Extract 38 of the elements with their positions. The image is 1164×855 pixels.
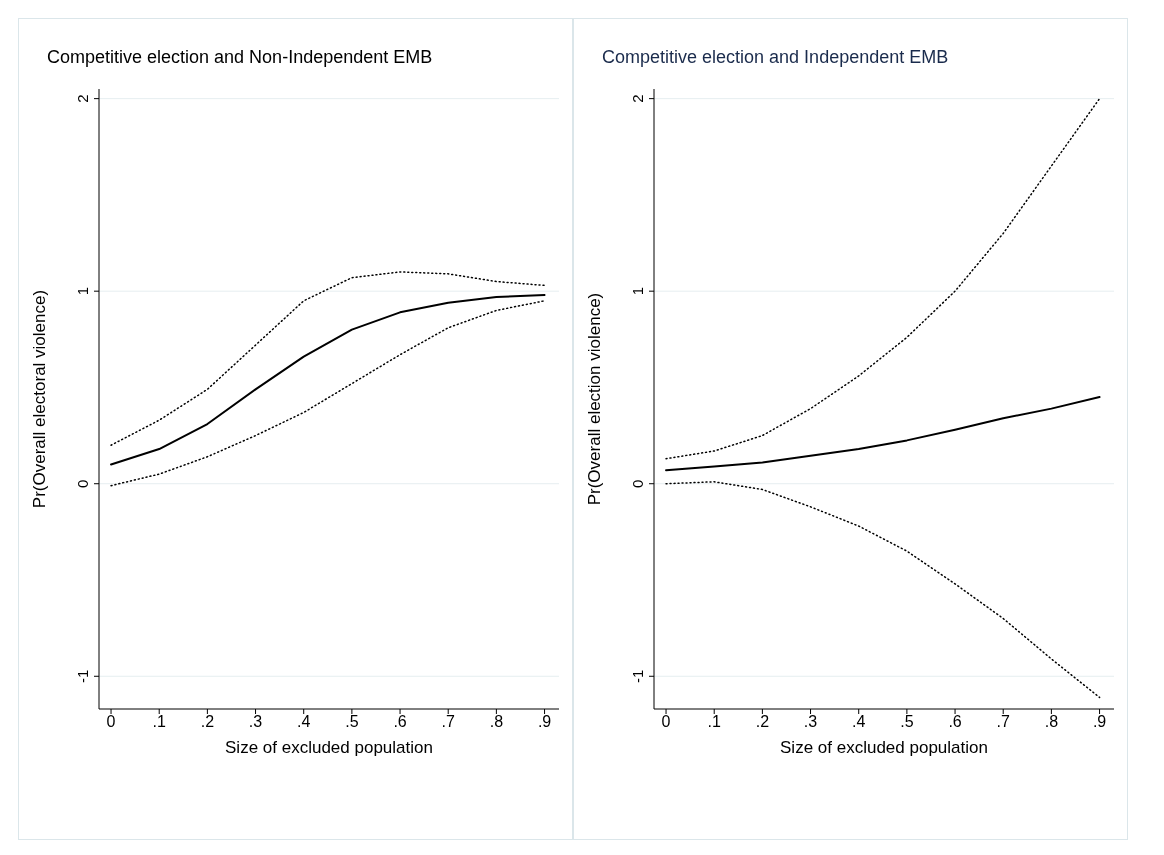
x-tick-label: .7 (996, 713, 1010, 731)
y-axis-title: Pr(Overall election violence) (585, 292, 605, 506)
x-tick-label: .6 (948, 713, 962, 731)
x-tick-label: .2 (755, 713, 770, 731)
x-tick-label: .5 (345, 713, 359, 731)
x-axis-title: Size of excluded population (225, 738, 433, 757)
x-tick-label: .8 (489, 713, 504, 731)
y-tick-label: 2 (629, 94, 646, 103)
x-tick-label: 0 (661, 713, 671, 731)
chart-title: Competitive election and Non-Independent EMB (47, 47, 433, 68)
x-tick-label: .8 (1044, 713, 1059, 731)
y-tick-label: 2 (74, 94, 91, 103)
line-series (665, 396, 1101, 472)
x-tick-label: .6 (393, 713, 407, 731)
y-tick-label: 1 (74, 287, 91, 296)
x-tick-label: .1 (707, 713, 721, 731)
x-tick-label: 0 (106, 713, 116, 731)
x-tick-label: .5 (900, 713, 914, 731)
x-tick-label: .4 (852, 713, 866, 731)
y-tick-label: -1 (629, 669, 646, 683)
x-tick-label: .4 (297, 713, 311, 731)
x-tick-label: .3 (248, 713, 263, 731)
x-axis-title: Size of excluded population (780, 738, 988, 757)
y-tick-label: 1 (629, 287, 646, 296)
x-tick-label: .9 (1092, 713, 1107, 731)
y-tick-label: -1 (74, 669, 91, 683)
x-tick-label: .2 (200, 713, 215, 731)
x-tick-label: .9 (537, 713, 552, 731)
x-tick-label: .1 (152, 713, 166, 731)
line-series (665, 481, 1101, 699)
y-tick-label: 0 (629, 479, 646, 488)
y-axis-title: Pr(Overall electoral violence) (30, 289, 50, 509)
x-tick-label: .3 (803, 713, 818, 731)
line-series (110, 271, 546, 446)
x-tick-label: .7 (441, 713, 455, 731)
chart-title: Competitive election and Independent EMB (602, 47, 949, 68)
line-series (665, 97, 1101, 460)
y-tick-label: 0 (74, 479, 91, 488)
